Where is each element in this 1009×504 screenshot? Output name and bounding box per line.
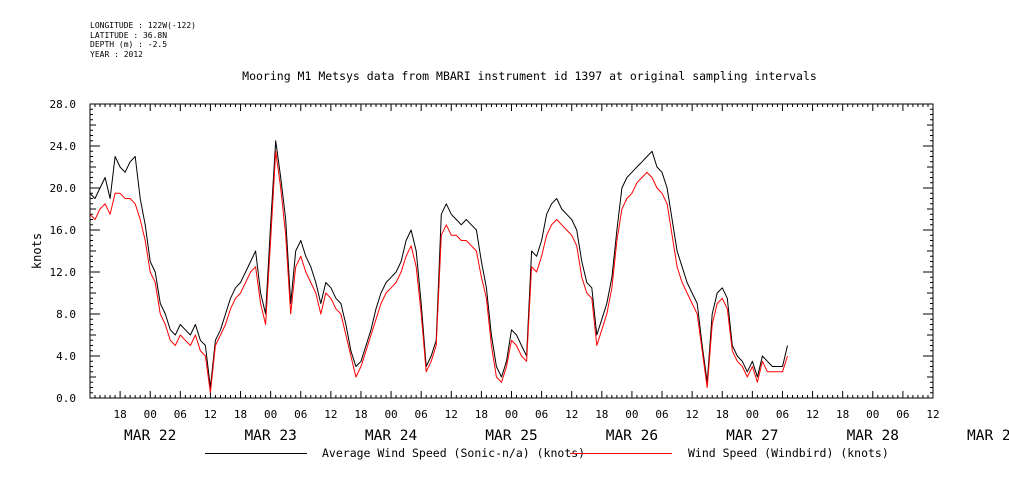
wind-speed-chart: 18 00 06 12 18 00 06 12 18 00 06 12 18 00 06 12 18 00 06 12…: [30, 98, 1009, 444]
x-hour-label: 12: [324, 408, 337, 421]
x-day-label: MAR 24: [365, 428, 418, 444]
y-tick-label: 12.0: [50, 266, 77, 279]
axis-ticks: [89, 103, 934, 399]
x-day-label: MAR 29: [967, 428, 1009, 444]
x-day-label: MAR 25: [485, 428, 537, 444]
legend-label-average-wind-speed: Average Wind Speed (Sonic-n/a) (knots): [322, 446, 586, 460]
depth-label: DEPTH (m) : -2.5: [90, 40, 168, 49]
legend-label-windbird-wind-speed: Wind Speed (Windbird) (knots): [688, 446, 889, 460]
legend-swatch-average-wind-speed: [205, 453, 307, 454]
x-hour-label: 18: [836, 408, 849, 421]
plot-frame: [89, 103, 934, 399]
y-tick-label: 20.0: [50, 182, 77, 195]
x-hour-label: 18: [113, 408, 126, 421]
x-hour-label: 12: [686, 408, 699, 421]
x-hour-label: 12: [565, 408, 578, 421]
series-layer: [90, 140, 788, 394]
x-hour-label: 00: [746, 408, 759, 421]
latitude-label: LATITUDE : 36.8N: [90, 30, 168, 40]
x-hour-label: 06: [415, 408, 428, 421]
chart-title: Mooring M1 Metsys data from MBARI instru…: [242, 69, 817, 83]
y-tick-label: 24.0: [50, 140, 77, 153]
y-tick-label: 16.0: [50, 224, 77, 237]
x-hour-label: 18: [716, 408, 729, 421]
y-tick-label: 4.0: [56, 350, 76, 363]
x-hour-label: 12: [445, 408, 458, 421]
x-hour-label: 18: [595, 408, 608, 421]
series-line-0: [90, 140, 788, 388]
x-hour-label: 06: [776, 408, 789, 421]
x-hour-label: 18: [234, 408, 247, 421]
x-day-label: MAR 22: [124, 428, 176, 444]
y-tick-label: 8.0: [56, 308, 76, 321]
x-hour-label: 18: [354, 408, 367, 421]
x-hour-label: 00: [144, 408, 157, 421]
legend-swatch-windbird-wind-speed: [570, 453, 672, 454]
x-hour-label: 00: [505, 408, 518, 421]
x-day-label: MAR 28: [847, 428, 899, 444]
x-hour-label: 12: [806, 408, 819, 421]
series-line-1: [90, 150, 788, 394]
x-hour-label: 06: [896, 408, 909, 421]
x-hour-label: 06: [294, 408, 307, 421]
y-tick-label: 0.0: [56, 392, 76, 405]
axis-labels: 18 00 06 12 18 00 06 12 18 00 06 12 18 00 06 12 18 00 06 12…: [30, 98, 1009, 444]
metadata-block: LONGITUDE : 122W(-122) LATITUDE : 36.8N …: [90, 21, 196, 59]
x-hour-label: 06: [174, 408, 187, 421]
x-hour-label: 12: [204, 408, 217, 421]
x-hour-label: 00: [625, 408, 638, 421]
x-day-label: MAR 27: [726, 428, 778, 444]
x-hour-label: 06: [535, 408, 548, 421]
x-hour-label: 12: [926, 408, 939, 421]
x-hour-label: 00: [264, 408, 277, 421]
y-axis-label: knots: [30, 233, 44, 269]
x-day-label: MAR 26: [606, 428, 658, 444]
x-hour-label: 18: [475, 408, 488, 421]
x-hour-label: 00: [384, 408, 397, 421]
year-label: YEAR : 2012: [90, 49, 143, 59]
x-hour-label: 06: [655, 408, 668, 421]
x-day-label: MAR 23: [244, 428, 296, 444]
legend: Average Wind Speed (Sonic-n/a) (knots) W…: [0, 446, 1009, 462]
x-hour-label: 00: [866, 408, 879, 421]
y-tick-label: 28.0: [50, 98, 77, 111]
longitude-label: LONGITUDE : 122W(-122): [90, 21, 196, 30]
